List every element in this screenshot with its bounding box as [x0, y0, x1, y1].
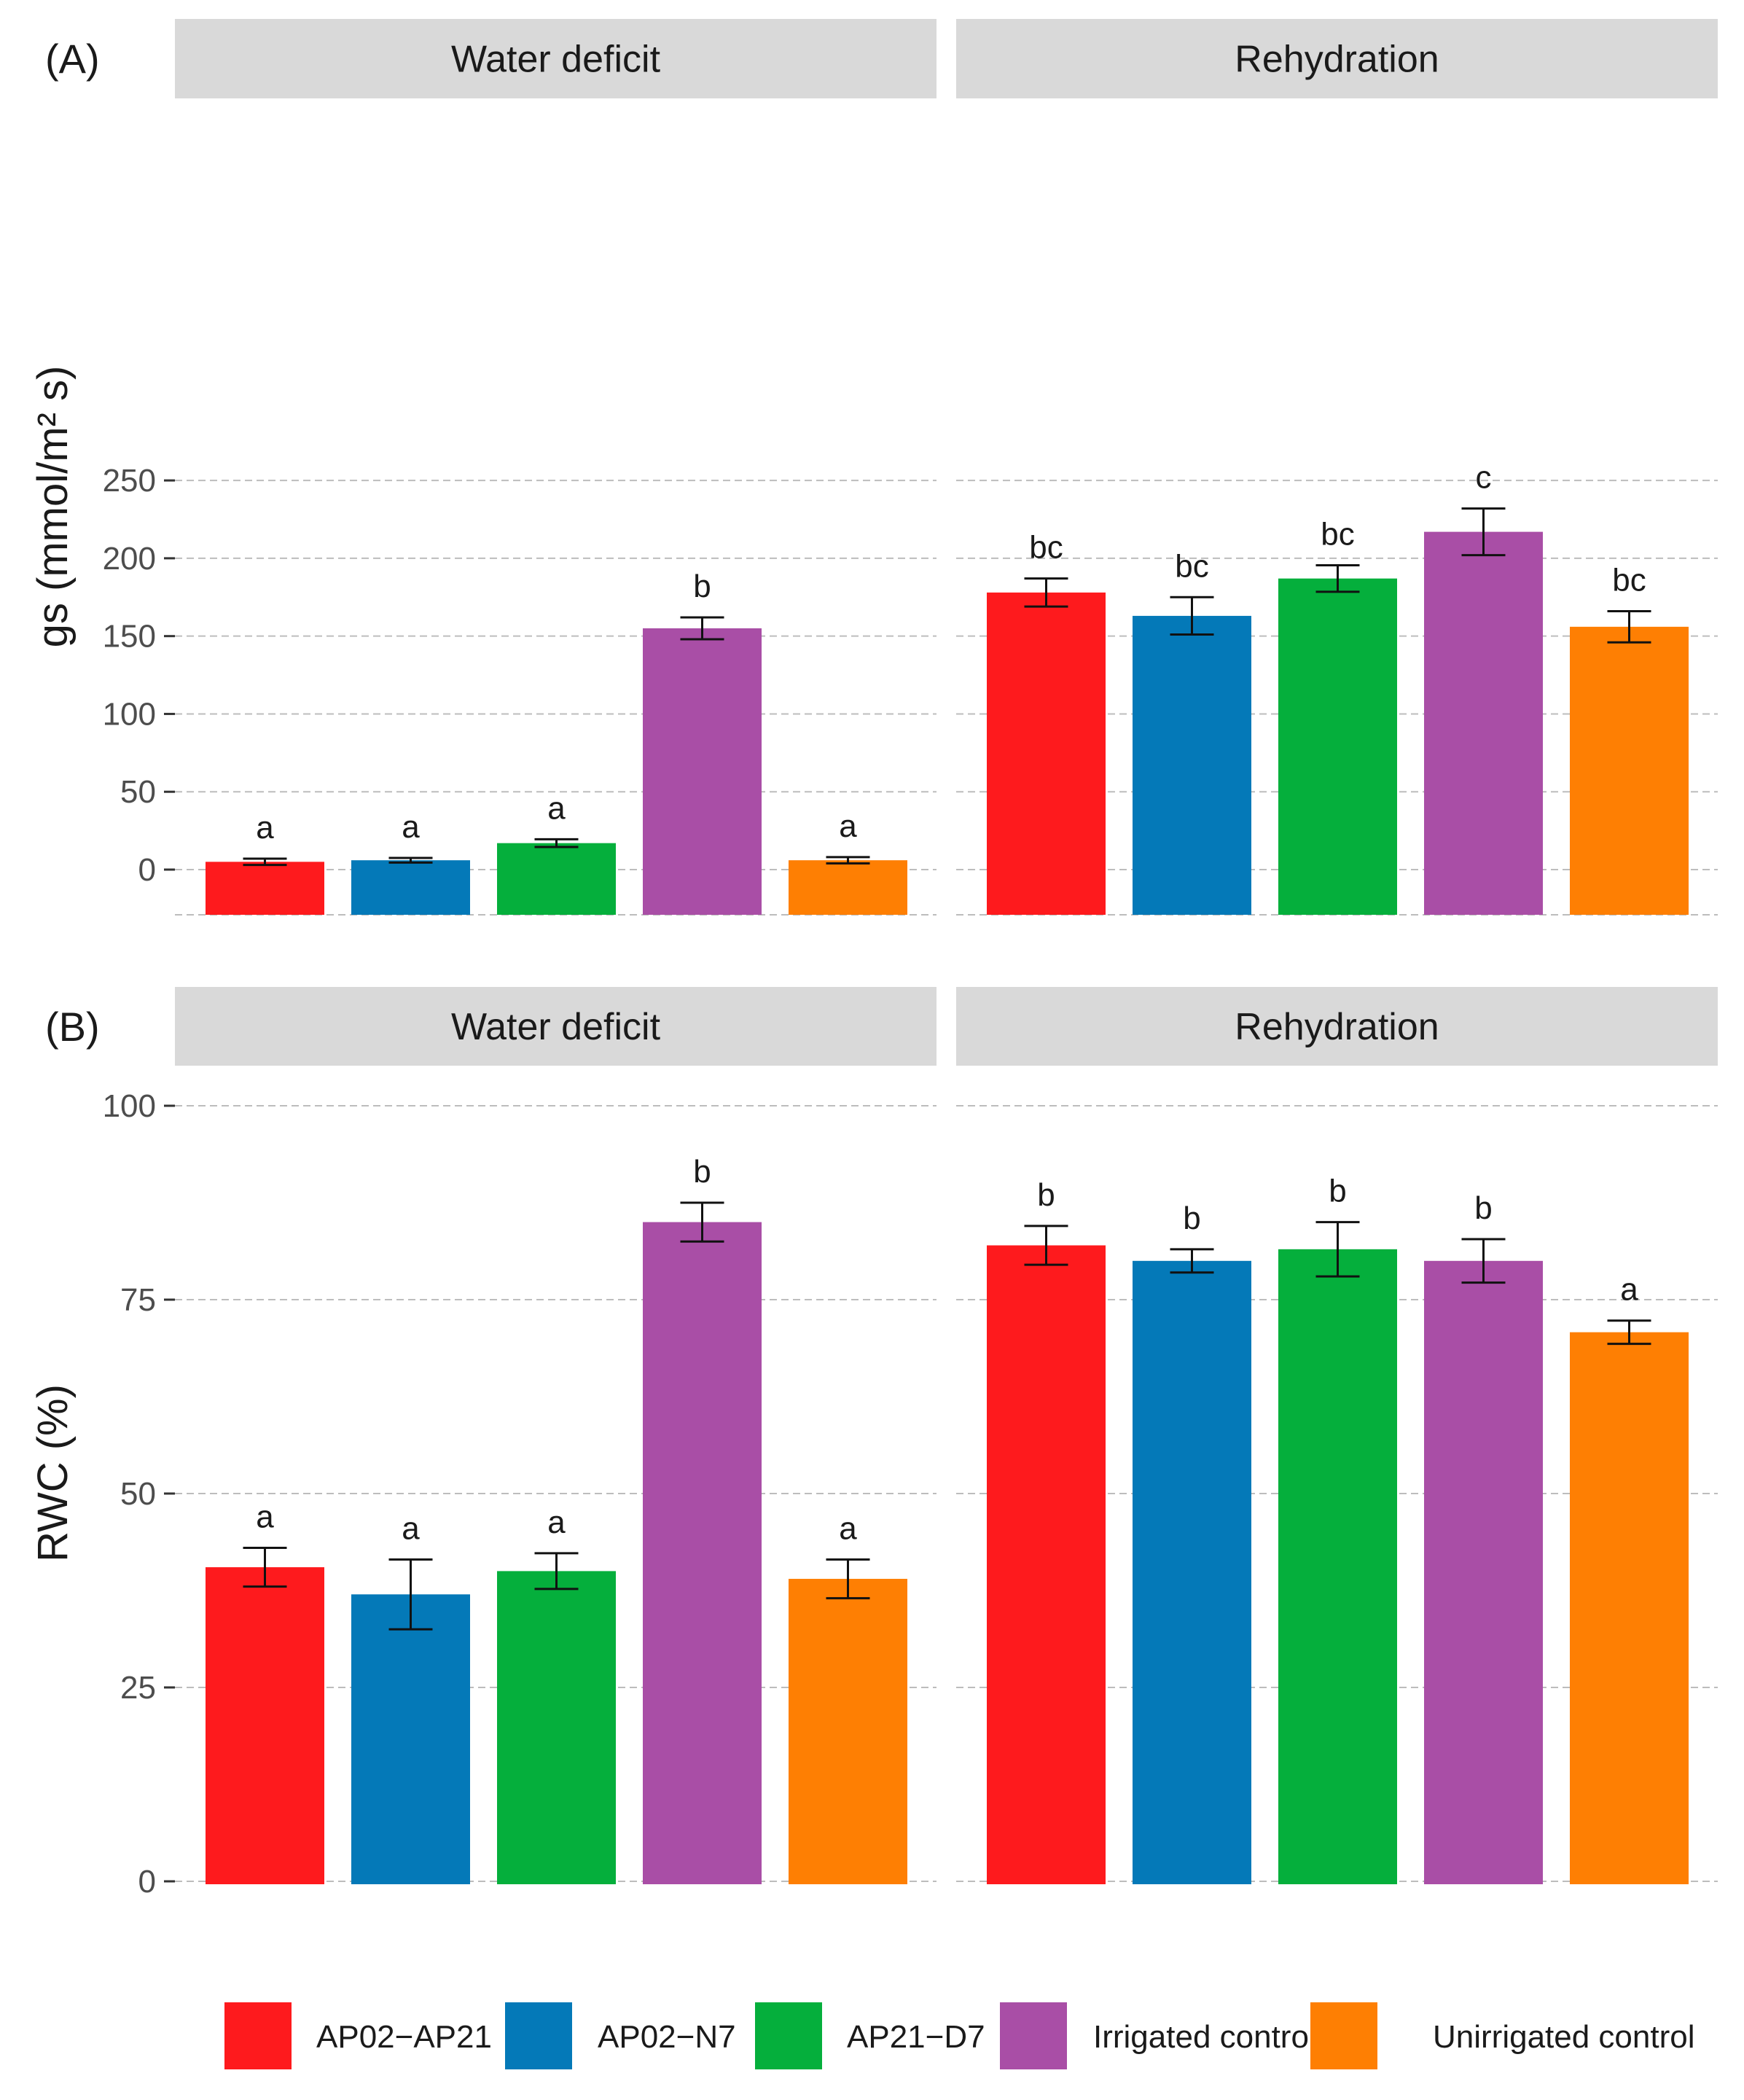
legend-swatch	[224, 2002, 292, 2069]
bar-ap02-n7	[351, 860, 470, 915]
panel-label-a: (A)	[45, 36, 100, 82]
significance-letter: c	[1476, 460, 1492, 496]
y-axis-title-b: RWC (%)	[29, 1384, 77, 1562]
bar-unirrigated-control	[1570, 626, 1689, 915]
bar-irrigated-control	[1424, 1260, 1543, 1884]
significance-letter: a	[256, 1499, 274, 1534]
legend-swatch	[505, 2002, 572, 2069]
legend-label: Unirrigated control	[1433, 2019, 1695, 2055]
facet-title: Water deficit	[451, 1006, 661, 1048]
significance-letter: b	[693, 569, 711, 604]
significance-letter: bc	[1612, 563, 1646, 598]
legend-label: AP21−D7	[847, 2019, 985, 2055]
significance-letter: bc	[1029, 530, 1063, 566]
significance-letter: a	[839, 1510, 857, 1546]
significance-letter: a	[402, 1510, 420, 1546]
y-tick-label: 0	[138, 1864, 156, 1900]
facet-strip	[956, 19, 1718, 98]
facet-title: Water deficit	[451, 39, 661, 81]
facet-strip	[175, 19, 936, 98]
y-tick-label: 250	[103, 463, 156, 499]
significance-letter: b	[693, 1154, 711, 1190]
y-tick-label: 0	[138, 852, 156, 888]
bar-ap02-n7	[351, 1594, 470, 1884]
significance-letter: a	[839, 808, 857, 844]
y-tick-label: 50	[120, 774, 156, 810]
significance-letter: a	[256, 810, 274, 846]
y-tick-label: 100	[103, 1088, 156, 1124]
significance-letter: a	[547, 1504, 566, 1540]
legend-swatch	[1000, 2002, 1067, 2069]
bar-irrigated-control	[1424, 531, 1543, 915]
significance-letter: bc	[1321, 517, 1354, 553]
bar-irrigated-control	[643, 1222, 762, 1884]
facet-strip	[956, 987, 1718, 1066]
significance-letter: a	[1620, 1272, 1638, 1308]
y-tick-label: 75	[120, 1282, 156, 1318]
legend-label: AP02−AP21	[316, 2019, 492, 2055]
significance-letter: b	[1474, 1190, 1492, 1226]
facet-strip	[175, 987, 936, 1066]
bar-ap02-n7	[1133, 1260, 1251, 1884]
bar-ap02-ap21	[206, 1567, 324, 1884]
bar-ap21-d7	[497, 1571, 616, 1884]
y-tick-label: 200	[103, 541, 156, 577]
legend-swatch	[755, 2002, 822, 2069]
legend-label: Irrigated control	[1093, 2019, 1316, 2055]
significance-letter: b	[1329, 1174, 1346, 1209]
y-axis-title-a: gs (mmol/m² s)	[29, 366, 77, 648]
facet-title: Rehydration	[1235, 1006, 1439, 1048]
bar-irrigated-control	[643, 628, 762, 915]
bar-ap02-ap21	[206, 862, 324, 915]
y-tick-label: 100	[103, 696, 156, 732]
bar-unirrigated-control	[789, 1579, 907, 1884]
y-tick-label: 150	[103, 619, 156, 655]
bar-ap02-n7	[1133, 615, 1251, 915]
bar-ap02-ap21	[987, 1245, 1106, 1884]
bar-ap21-d7	[1278, 1249, 1397, 1884]
bar-unirrigated-control	[789, 860, 907, 915]
bar-ap02-ap21	[987, 592, 1106, 915]
significance-letter: b	[1037, 1177, 1055, 1213]
y-tick-label: 25	[120, 1670, 156, 1706]
legend-label: AP02−N7	[598, 2019, 736, 2055]
bar-ap21-d7	[1278, 578, 1397, 915]
bar-ap21-d7	[497, 843, 616, 915]
bar-unirrigated-control	[1570, 1332, 1689, 1884]
legend-swatch	[1310, 2002, 1377, 2069]
panel-label-b: (B)	[45, 1004, 100, 1050]
significance-letter: a	[402, 809, 420, 845]
y-tick-label: 50	[120, 1476, 156, 1512]
facet-title: Rehydration	[1235, 39, 1439, 81]
significance-letter: b	[1183, 1201, 1200, 1236]
significance-letter: bc	[1175, 548, 1208, 584]
significance-letter: a	[547, 790, 566, 826]
